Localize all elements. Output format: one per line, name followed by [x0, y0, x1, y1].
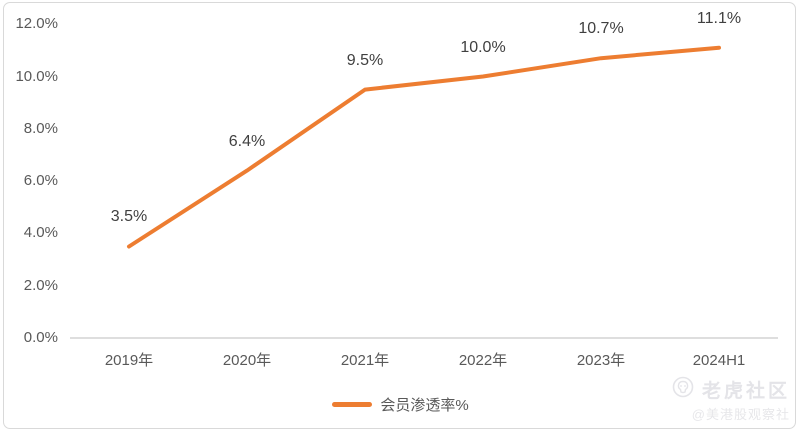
x-tick-label: 2019年	[104, 352, 154, 369]
legend: 会员渗透率%	[0, 394, 801, 414]
watermark: 老虎社区 @美港股观察社	[672, 376, 790, 423]
tiger-logo-icon	[672, 376, 694, 403]
chart-frame	[3, 2, 796, 429]
y-tick-label: 10.0%	[15, 67, 58, 85]
legend-line-swatch	[332, 401, 373, 407]
y-tick-label: 0.0%	[23, 329, 58, 346]
watermark-brand-row: 老虎社区	[672, 376, 790, 403]
data-label: 10.7%	[578, 20, 624, 38]
x-tick-label: 2021年	[340, 352, 390, 369]
x-tick-label: 2022年	[458, 352, 508, 369]
y-tick-label: 12.0%	[15, 15, 58, 33]
data-label: 6.4%	[228, 132, 266, 150]
watermark-brand-text: 老虎社区	[701, 380, 790, 402]
y-tick-label: 6.0%	[23, 172, 58, 190]
y-tick-label: 2.0%	[23, 276, 58, 294]
x-tick-label: 2024H1	[692, 352, 746, 369]
data-label: 11.1%	[696, 9, 742, 27]
data-label: 9.5%	[346, 51, 384, 69]
x-tick-label: 2023年	[576, 352, 626, 369]
watermark-handle-text: @美港股观察社	[691, 407, 790, 422]
x-tick-label: 2020年	[222, 352, 272, 369]
y-tick-label: 4.0%	[23, 224, 58, 242]
data-label: 10.0%	[460, 38, 506, 56]
line-series-penetration	[127, 45, 721, 249]
legend-label: 会员渗透率%	[380, 396, 469, 414]
data-label: 3.5%	[110, 208, 148, 226]
y-tick-label: 8.0%	[23, 119, 58, 137]
